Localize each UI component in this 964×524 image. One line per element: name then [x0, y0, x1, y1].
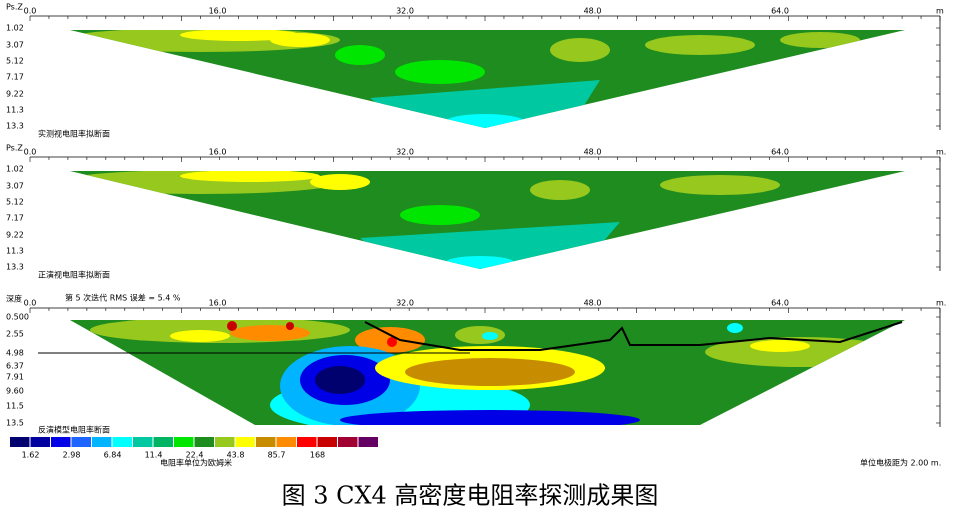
- color-swatch: [112, 437, 132, 447]
- depth-tick-label: 3.07: [6, 182, 24, 191]
- depth-tick-label: 13.5: [6, 419, 24, 428]
- color-label: 1.62: [22, 451, 40, 460]
- depth-tick-label: 9.22: [6, 90, 24, 99]
- boundary-line: [364, 321, 903, 351]
- color-label: 22.4: [186, 451, 204, 460]
- x-tick-label: 16.0: [209, 148, 227, 157]
- color-label: 11.4: [145, 451, 163, 460]
- depth-tick-label: 11.5: [6, 402, 24, 411]
- section-forward: [70, 171, 905, 269]
- color-swatch: [194, 437, 214, 447]
- color-swatch: [256, 437, 276, 447]
- axis-label: Ps.Z: [6, 3, 23, 12]
- depth-tick-label: 5.12: [6, 198, 24, 207]
- section-title: 反演模型电阻率断面: [38, 425, 110, 435]
- color-swatch: [317, 437, 337, 447]
- depth-tick-label: 9.60: [6, 387, 24, 396]
- x-tick-label: 64.0: [771, 299, 789, 308]
- depth-tick-label: 0.500: [6, 313, 29, 322]
- x-tick-label: 48.0: [584, 299, 602, 308]
- depth-tick-label: 7.17: [6, 214, 24, 223]
- color-swatch: [30, 437, 50, 447]
- color-swatch: [215, 437, 235, 447]
- caption: 图 3 CX4 高密度电阻率探测成果图: [282, 482, 659, 510]
- color-label: 85.7: [268, 451, 286, 460]
- x-tick-label: 16.0: [209, 7, 227, 16]
- color-swatch: [71, 437, 91, 447]
- depth-tick-label: 2.55: [6, 330, 24, 339]
- x-tick-label: 32.0: [396, 299, 414, 308]
- depth-tick-label: 13.3: [6, 263, 24, 272]
- color-swatch: [276, 437, 296, 447]
- depth-tick-label: 6.37: [6, 362, 24, 371]
- depth-tick-label: 13.3: [6, 122, 24, 131]
- depth-tick-label: 3.07: [6, 41, 24, 50]
- x-tick-label: 0.0: [24, 299, 37, 308]
- x-unit: m.: [936, 148, 946, 157]
- color-swatch: [10, 437, 30, 447]
- x-tick-label: 48.0: [584, 7, 602, 16]
- color-label: 43.8: [227, 451, 245, 460]
- depth-tick-label: 5.12: [6, 57, 24, 66]
- x-unit: m.: [936, 299, 946, 308]
- x-tick-label: 0.0: [24, 7, 37, 16]
- depth-tick-label: 11.3: [6, 247, 24, 256]
- axis-label: 深度: [6, 294, 22, 304]
- color-swatch: [297, 437, 317, 447]
- x-unit: m: [936, 7, 944, 16]
- color-swatch: [338, 437, 358, 447]
- color-label: 168: [310, 451, 325, 460]
- electrode-spacing-note: 单位电极距为 2.00 m.: [860, 458, 941, 468]
- depth-tick-label: 7.17: [6, 73, 24, 82]
- color-label: 6.84: [104, 451, 122, 460]
- color-swatch: [51, 437, 71, 447]
- section-measured: [70, 30, 905, 128]
- color-swatch: [235, 437, 255, 447]
- x-tick-label: 32.0: [396, 148, 414, 157]
- color-swatch: [174, 437, 194, 447]
- section-inversion: [70, 320, 905, 425]
- x-tick-label: 64.0: [771, 148, 789, 157]
- x-tick-label: 64.0: [771, 7, 789, 16]
- section-title: 正演视电阻率拟断面: [38, 270, 110, 280]
- color-label: 2.98: [63, 451, 81, 460]
- depth-tick-label: 4.98: [6, 349, 24, 358]
- x-tick-label: 0.0: [24, 148, 37, 157]
- iteration-note: 第 5 次迭代 RMS 误差 = 5.4 %: [65, 293, 181, 303]
- depth-tick-label: 1.02: [6, 165, 24, 174]
- section-title: 实测视电阻率拟断面: [38, 129, 110, 139]
- x-tick-label: 32.0: [396, 7, 414, 16]
- axis-label: Ps.Z: [6, 144, 23, 153]
- depth-tick-label: 1.02: [6, 24, 24, 33]
- x-tick-label: 48.0: [584, 148, 602, 157]
- color-swatch: [153, 437, 173, 447]
- color-swatch: [133, 437, 153, 447]
- depth-tick-label: 7.91: [6, 373, 24, 382]
- depth-tick-label: 9.22: [6, 231, 24, 240]
- depth-tick-label: 11.3: [6, 106, 24, 115]
- color-swatch: [92, 437, 112, 447]
- color-unit-note: 电阻率单位为欧姆米: [160, 458, 232, 468]
- color-swatch: [358, 437, 378, 447]
- x-tick-label: 16.0: [209, 299, 227, 308]
